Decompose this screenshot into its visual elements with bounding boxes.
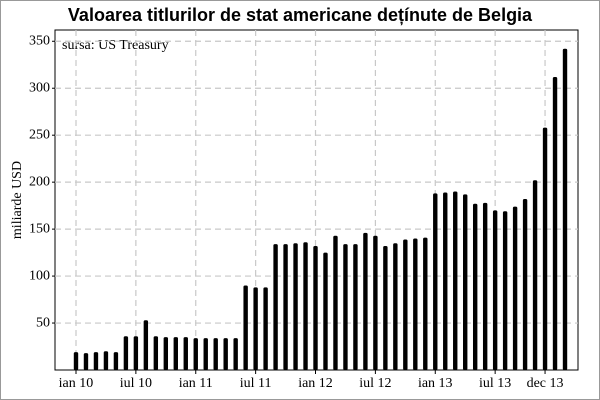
bar (423, 237, 428, 370)
y-axis-label: miliarde USD (10, 161, 25, 239)
bar (123, 336, 129, 370)
x-tick-label: ian 13 (418, 376, 453, 391)
bar (183, 337, 188, 370)
y-tick-label: 250 (29, 127, 50, 142)
bar (542, 127, 548, 370)
y-tick-label: 350 (29, 33, 50, 48)
bar (343, 244, 348, 370)
x-tick-label: iul 10 (120, 376, 152, 391)
bar (243, 285, 248, 370)
bar (522, 199, 528, 370)
bar (333, 235, 338, 370)
x-tick-label: ian 11 (179, 376, 213, 391)
bar (323, 252, 328, 370)
bar (453, 191, 458, 370)
bar (393, 243, 398, 370)
bar (313, 246, 318, 370)
annotation: sursa: US Treasury (62, 38, 169, 53)
bar (163, 337, 169, 370)
x-tick-label: ian 12 (298, 376, 333, 391)
bar (502, 211, 508, 370)
bar (363, 232, 368, 370)
bar (433, 193, 438, 370)
bar (143, 320, 149, 370)
bar (552, 76, 558, 370)
bar (472, 203, 478, 370)
bar (383, 246, 388, 370)
y-tick-label: 50 (36, 315, 50, 330)
x-tick-label: dec 13 (527, 376, 564, 391)
bar (373, 235, 378, 370)
bar (153, 336, 159, 370)
bar (133, 336, 139, 370)
bar (113, 352, 119, 370)
bar (353, 244, 358, 370)
bar (562, 48, 568, 370)
y-tick-label: 150 (29, 221, 50, 236)
bar (233, 338, 238, 370)
bar (203, 338, 208, 370)
chart-title: Valoarea titlurilor de stat americane de… (68, 5, 533, 25)
bar (93, 352, 99, 370)
bar (303, 242, 308, 370)
bar (403, 239, 408, 370)
bar (413, 238, 418, 370)
y-tick-label: 100 (29, 268, 50, 283)
x-tick-label: ian 10 (59, 376, 94, 391)
bar (463, 194, 468, 370)
bar (253, 287, 258, 370)
bar (482, 202, 488, 370)
y-tick-label: 200 (29, 174, 50, 189)
bar (83, 353, 89, 370)
x-tick-label: iul 11 (240, 376, 272, 391)
x-tick-label: iul 12 (359, 376, 391, 391)
bar (103, 351, 109, 370)
bar (73, 352, 79, 370)
bar (512, 206, 518, 370)
bar (443, 192, 448, 370)
bar (223, 338, 228, 370)
bar (193, 338, 198, 370)
bar (173, 337, 178, 370)
bar (532, 180, 538, 370)
plot-area (54, 29, 579, 371)
bar (263, 287, 268, 370)
bar (273, 244, 278, 370)
bar (283, 244, 288, 370)
bar (492, 210, 498, 370)
y-tick-label: 300 (29, 80, 50, 95)
bar (213, 338, 218, 370)
x-tick-label: iul 13 (479, 376, 511, 391)
bar (293, 243, 298, 370)
